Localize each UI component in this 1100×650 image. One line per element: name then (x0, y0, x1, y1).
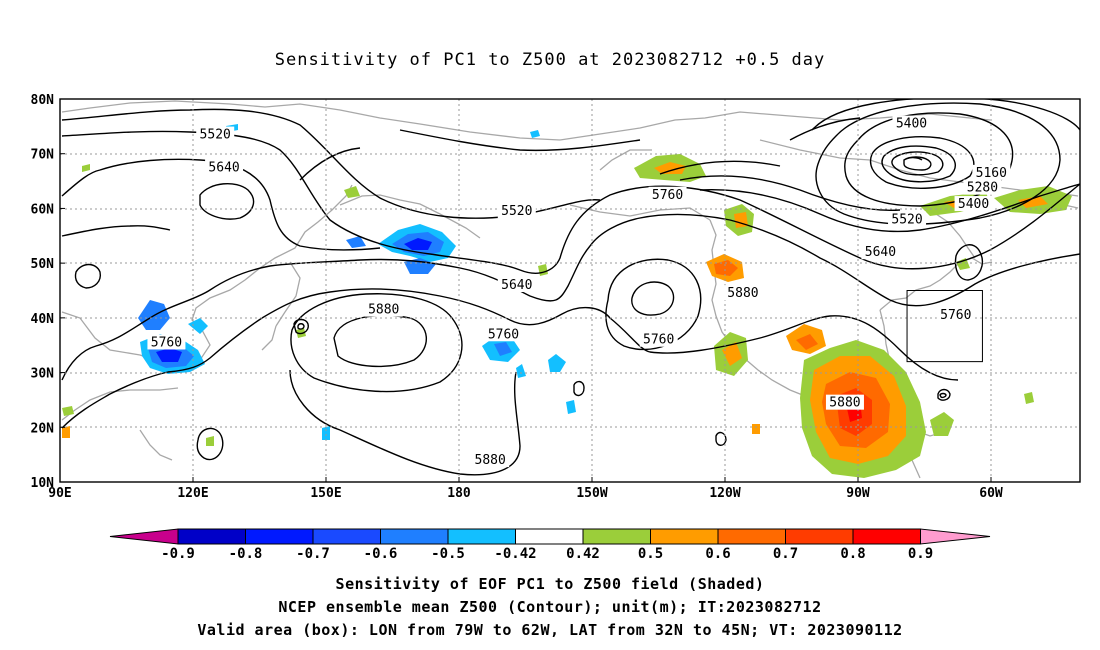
contour-label-bg (723, 285, 762, 301)
lon-label: 150E (310, 486, 341, 501)
contour-label: 5400 (958, 197, 989, 212)
colorbar-label: 0.8 (840, 546, 865, 562)
latitude-labels: 80N 70N 60N 50N 40N 30N 20N 10N (31, 93, 65, 491)
colorbar-label: 0.9 (908, 546, 933, 562)
contour-label: 5640 (208, 160, 239, 175)
contour-label-bg (497, 277, 536, 293)
contour-label: 5760 (151, 335, 182, 350)
contour-label: 5880 (475, 453, 506, 468)
colorbar-segment (582, 528, 651, 545)
contour-label-bg (364, 301, 403, 317)
contour-label: 5760 (643, 333, 674, 348)
colorbar-segment (177, 528, 246, 545)
caption-valid-area: Valid area (box): LON from 79W to 62W, L… (197, 621, 903, 639)
contour-label-bg (825, 394, 864, 410)
contour-label: 5760 (940, 308, 971, 323)
z500-contours (61, 99, 1080, 476)
contour-label: 5520 (200, 128, 231, 143)
longitude-labels: 90E 120E 150E 180 150W 120W 90W 60W (48, 477, 1003, 501)
colorbar-segment (245, 528, 314, 545)
contour-label-bg (936, 307, 975, 323)
lon-label: 180 (447, 486, 471, 501)
colorbar-label: -0.5 (431, 546, 465, 562)
contour-label-bg (972, 164, 1011, 180)
contour-labels: 5520 5640 5760 5880 5760 5520 5640 5760 5760 5880… (147, 115, 1011, 468)
contour-label: 5400 (896, 117, 927, 132)
contour-label-bg (497, 203, 536, 219)
valid-area-box (906, 290, 983, 363)
colorbar-label: -0.7 (296, 546, 330, 562)
contour-label-bg (954, 196, 993, 212)
lat-label: 70N (31, 148, 55, 163)
colorbar (109, 528, 991, 545)
colorbar-segment (447, 528, 516, 545)
colorbar-segment (515, 528, 584, 545)
lon-label: 150W (576, 486, 607, 501)
colorbar-segment (717, 528, 786, 545)
contour-label: 5280 (967, 181, 998, 196)
lat-label: 80N (31, 93, 55, 108)
lon-label: 120E (177, 486, 208, 501)
map-frame (59, 98, 1081, 483)
colorbar-segment (650, 528, 719, 545)
contour-label: 5160 (976, 166, 1007, 181)
sensitivity-shading (62, 124, 1072, 478)
colorbar-label: -0.9 (161, 546, 195, 562)
lat-label: 50N (31, 257, 55, 272)
lat-label: 20N (31, 421, 55, 436)
contour-label: 5640 (501, 278, 532, 293)
colorbar-label: 0.7 (773, 546, 798, 562)
colorbar-segment (785, 528, 854, 545)
colorbar-segment (380, 528, 449, 545)
colorbar-segment (312, 528, 381, 545)
coastlines (61, 100, 1079, 479)
contour-label: 5760 (652, 188, 683, 203)
contour-label-bg (147, 334, 186, 350)
colorbar-label: 0.6 (705, 546, 730, 562)
colorbar-label: -0.6 (364, 546, 398, 562)
contour-label: 5640 (865, 245, 896, 260)
colorbar-label: 0.42 (566, 546, 600, 562)
contour-label: 5880 (829, 396, 860, 411)
contour-label-bg (205, 159, 244, 175)
colorbar-high-arrow (920, 528, 991, 545)
lon-label: 60W (979, 486, 1003, 501)
lat-label: 40N (31, 312, 55, 327)
contour-label-bg (639, 331, 678, 347)
contour-label-bg (888, 211, 927, 227)
contour-label-bg (648, 186, 687, 202)
lat-label: 30N (31, 367, 55, 382)
colorbar-label: -0.42 (494, 546, 536, 562)
contour-label: 5880 (368, 303, 399, 318)
contour-label-bg (861, 244, 900, 260)
lat-label: 10N (31, 476, 55, 491)
caption-contour: NCEP ensemble mean Z500 (Contour); unit(… (278, 598, 822, 616)
contour-label-bg (471, 452, 510, 468)
colorbar-labels: -0.9 -0.8 -0.7 -0.6 -0.5 -0.42 0.42 0.5 0.6 0.7 0.… (161, 546, 933, 562)
colorbar-label: -0.8 (229, 546, 263, 562)
colorbar-segment (852, 528, 921, 545)
map-title: Sensitivity of PC1 to Z500 at 2023082712… (274, 50, 826, 70)
lat-label: 60N (31, 202, 55, 217)
contour-label-bg (892, 115, 931, 131)
contour-label: 5520 (501, 204, 532, 219)
contour-label-bg (484, 326, 523, 342)
colorbar-low-arrow (109, 528, 179, 545)
contour-label: 5880 (727, 286, 758, 301)
contour-label-bg (196, 126, 235, 142)
colorbar-label: 0.5 (638, 546, 663, 562)
lon-label: 90E (48, 486, 71, 501)
contour-label-bg (963, 179, 1002, 195)
contour-label: 5520 (891, 212, 922, 227)
lon-label: 90W (846, 486, 870, 501)
caption-shading: Sensitivity of EOF PC1 to Z500 field (Sh… (335, 575, 765, 593)
contour-label: 5760 (488, 327, 519, 342)
lon-label: 120W (709, 486, 740, 501)
